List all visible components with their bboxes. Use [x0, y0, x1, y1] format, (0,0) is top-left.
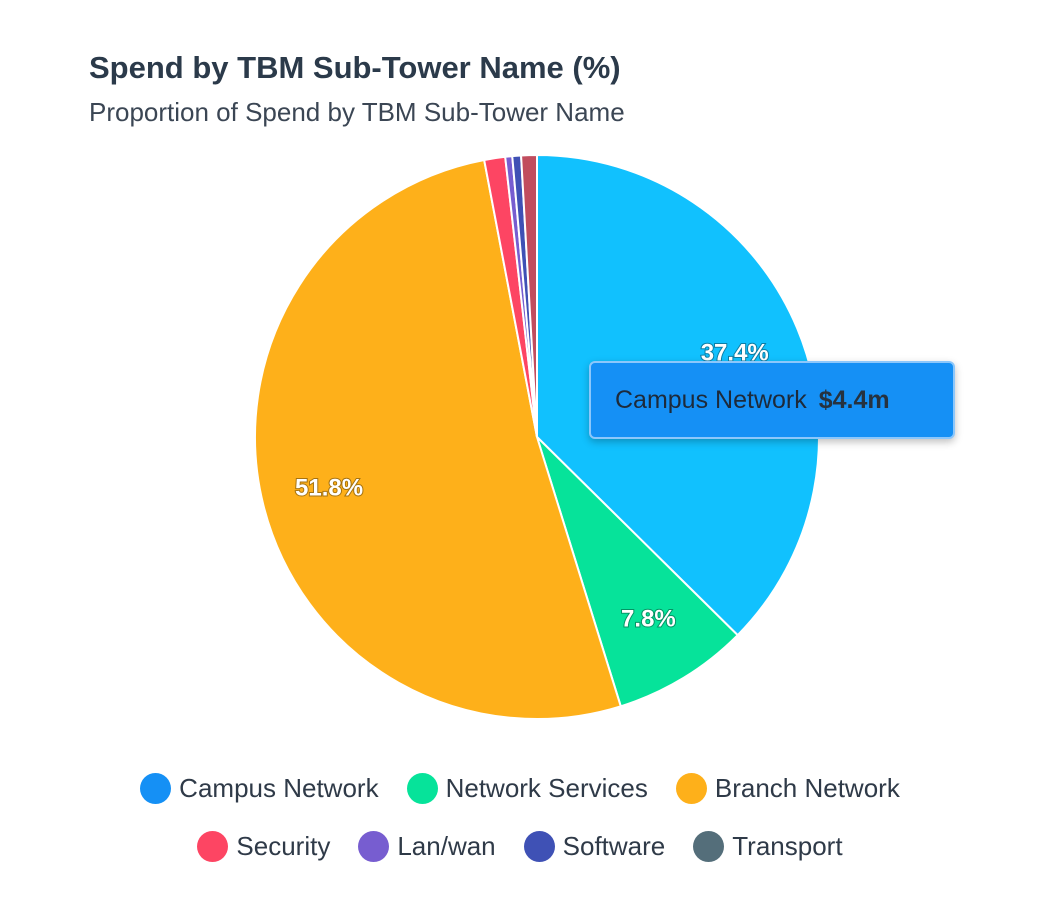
legend-label: Transport — [732, 831, 843, 861]
tooltip-series-name: Campus Network — [615, 385, 807, 414]
chart-subtitle: Proportion of Spend by TBM Sub-Tower Nam… — [89, 97, 625, 127]
legend-item-security[interactable]: Security — [197, 831, 330, 862]
legend-label: Branch Network — [714, 773, 900, 803]
chart-title: Spend by TBM Sub-Tower Name (%) — [89, 50, 621, 85]
legend-marker — [406, 773, 438, 804]
slice-label-branch-network: 51.8% — [295, 474, 363, 501]
legend-item-lan-wan[interactable]: Lan/wan — [358, 831, 496, 862]
tooltip-value: $4.4m — [818, 385, 890, 414]
pie-slice-branch-network[interactable] — [254, 158, 623, 720]
legend-row-2: Security Lan/wan Software Transport — [0, 831, 1040, 862]
legend-marker — [675, 773, 707, 804]
legend-marker — [140, 773, 172, 804]
legend-label: Network Services — [445, 773, 648, 803]
legend-item-software[interactable]: Software — [523, 831, 666, 862]
legend-item-campus-network[interactable]: Campus Network — [140, 773, 379, 804]
slice-label-network-services: 7.8% — [621, 605, 676, 632]
legend-item-branch-network[interactable]: Branch Network — [675, 773, 900, 804]
legend-label: Campus Network — [179, 773, 379, 803]
legend-label: Software — [562, 831, 666, 861]
legend-item-network-services[interactable]: Network Services — [406, 773, 648, 804]
pie-slice-network-services[interactable] — [536, 436, 740, 708]
pie-slice-transport[interactable] — [520, 153, 538, 438]
chart-tooltip: Campus Network $4.4m — [589, 361, 955, 439]
legend-item-transport[interactable]: Transport — [693, 831, 843, 862]
legend-marker — [693, 831, 725, 862]
legend-label: Security — [236, 831, 331, 861]
legend-marker — [358, 831, 390, 862]
legend-marker — [523, 831, 555, 862]
legend-label: Lan/wan — [397, 831, 496, 861]
legend-marker — [197, 831, 229, 862]
legend-row-1: Campus Network Network Services Branch Net… — [0, 773, 1040, 804]
